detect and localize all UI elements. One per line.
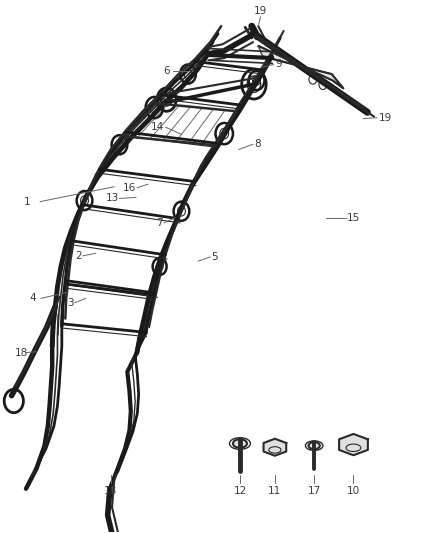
Polygon shape [264,439,286,456]
Text: 11: 11 [268,486,282,496]
Text: 8: 8 [254,139,261,149]
Text: 19: 19 [378,112,392,123]
Text: 9: 9 [275,60,282,69]
Text: 19: 19 [254,5,267,15]
Text: 17: 17 [307,486,321,496]
Polygon shape [339,434,368,455]
Text: 15: 15 [346,213,360,223]
Text: 4: 4 [29,293,36,303]
Text: 3: 3 [67,297,74,308]
Ellipse shape [233,439,247,448]
Text: 7: 7 [156,218,163,228]
Text: 13: 13 [105,193,119,204]
Text: 12: 12 [233,486,247,496]
Text: 5: 5 [211,252,218,262]
Text: 18: 18 [14,348,28,358]
Text: 16: 16 [123,183,136,193]
Text: 2: 2 [75,251,81,261]
Ellipse shape [308,442,320,449]
Text: 10: 10 [347,486,360,496]
Text: 6: 6 [163,66,170,76]
Text: 18: 18 [104,486,117,496]
Polygon shape [258,46,343,88]
Text: 1: 1 [23,197,30,207]
Text: 14: 14 [151,122,164,132]
